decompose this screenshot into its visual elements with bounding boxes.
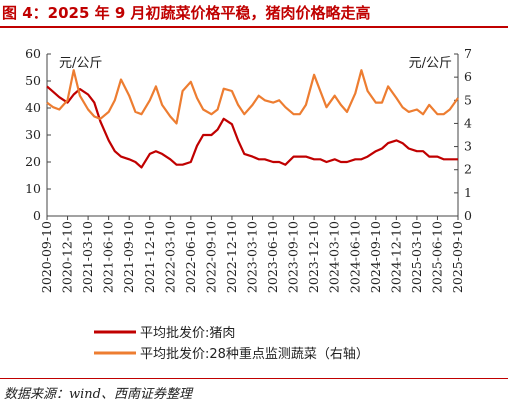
right-y-tick-label: 0: [464, 208, 472, 223]
x-tick-label: 2022-06-10: [183, 221, 198, 293]
x-tick-label: 2022-03-10: [162, 221, 177, 293]
chart-series: [46, 69, 459, 169]
x-tick-label: 2024-03-10: [327, 221, 342, 293]
legend-label: 平均批发价:猪肉: [140, 325, 235, 341]
legend-label: 平均批发价:28种重点监测蔬菜（右轴）: [140, 346, 369, 362]
data-source: 数据来源：wind、西南证券整理: [4, 387, 192, 402]
left-y-tick-label: 40: [25, 100, 41, 115]
x-tick-label: 2021-09-10: [121, 221, 136, 293]
x-tick-labels: 2020-09-10 2020-12-10 2021-03-10 2021-06-10…: [39, 216, 465, 293]
chart-axes: 0 10 20 30 40 50 60 0 1 2 3 4 5 6 7 元/公斤 元/公斤: [25, 46, 472, 223]
x-tick-label: 2022-12-10: [224, 221, 239, 293]
right-y-tick-label: 5: [464, 92, 472, 107]
x-tick-label: 2023-12-10: [306, 221, 321, 293]
x-tick-label: 2024-12-10: [388, 221, 403, 293]
left-y-tick-label: 50: [25, 73, 41, 88]
x-tick-label: 2023-03-10: [245, 221, 260, 293]
right-y-tick-label: 2: [464, 162, 472, 177]
x-tick-label: 2025-06-10: [429, 221, 444, 293]
left-y-tick-label: 30: [25, 127, 41, 142]
series-line-pork: [46, 85, 458, 169]
right-y-tick-label: 6: [464, 69, 472, 84]
left-y-unit-label: 元/公斤: [59, 56, 102, 71]
x-tick-label: 2023-09-10: [286, 221, 301, 293]
left-y-tick-label: 10: [25, 181, 41, 196]
series-line-vegetables: [46, 69, 459, 125]
x-tick-label: 2022-09-10: [203, 221, 218, 293]
figure-title: 图 4：2025 年 9 月初蔬菜价格平稳，猪肉价格略走高: [2, 4, 371, 22]
line-chart: 0 10 20 30 40 50 60 0 1 2 3 4 5 6 7 元/公斤 元/公斤 2020-09-10…: [25, 46, 472, 362]
x-tick-label: 2021-12-10: [142, 221, 157, 293]
source-rule: [0, 378, 508, 379]
right-y-unit-label: 元/公斤: [409, 56, 452, 71]
left-y-tick-label: 20: [25, 154, 41, 169]
x-tick-label: 2023-06-10: [265, 221, 280, 293]
left-y-tick-label: 0: [33, 208, 41, 223]
x-tick-label: 2025-03-10: [409, 221, 424, 293]
right-y-tick-label: 4: [464, 115, 472, 130]
x-tick-label: 2020-09-10: [39, 221, 54, 293]
x-tick-label: 2024-06-10: [347, 221, 362, 293]
x-tick-label: 2021-03-10: [80, 221, 95, 293]
title-rule: [0, 26, 508, 28]
x-tick-label: 2021-06-10: [101, 221, 116, 293]
left-y-tick-label: 60: [25, 46, 41, 61]
x-tick-label: 2020-12-10: [60, 221, 75, 293]
x-tick-label: 2025-09-10: [450, 221, 465, 293]
right-y-tick-label: 1: [464, 185, 472, 200]
x-tick-label: 2024-09-10: [368, 221, 383, 293]
right-y-tick-label: 3: [464, 139, 472, 154]
right-y-tick-label: 7: [464, 46, 472, 61]
